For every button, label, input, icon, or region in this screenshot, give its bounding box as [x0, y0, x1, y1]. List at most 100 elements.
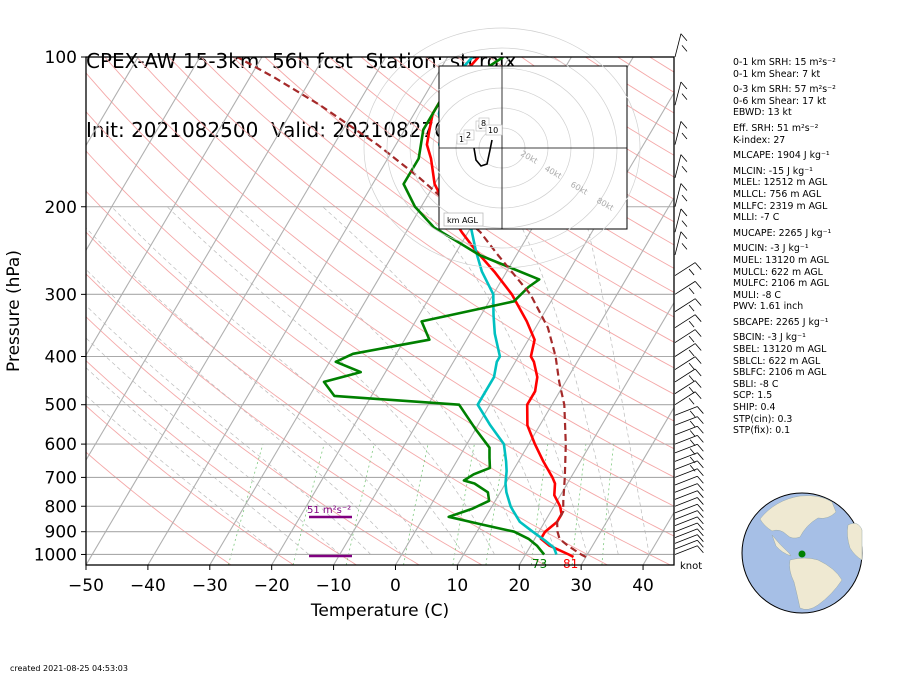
- index-line: SBCIN: -3 J kg⁻¹: [733, 332, 806, 344]
- moist-adiabat: [86, 395, 279, 555]
- wind-barb: [674, 416, 704, 428]
- wind-barb: [674, 539, 704, 550]
- wind-barb: [674, 262, 702, 276]
- wind-barb: [674, 314, 702, 328]
- index-line: SCP: 1.5: [733, 390, 773, 402]
- dry-adiabat: [328, 57, 674, 293]
- index-line: Eff. SRH: 51 m²s⁻²: [733, 122, 819, 134]
- wind-barb: [674, 452, 704, 464]
- y-tick-label: 100: [45, 48, 77, 68]
- isotherm: [86, 57, 387, 565]
- mixing-ratio-line: [228, 443, 264, 565]
- hodograph-ring: [363, 27, 641, 269]
- wind-barb: [674, 406, 704, 418]
- srh-bar-label: 51 m²s⁻²: [307, 505, 351, 516]
- index-line: MLCAPE: 1904 J kg⁻¹: [733, 150, 830, 162]
- index-line: EBWD: 13 kt: [733, 107, 792, 119]
- wind-barb: [674, 356, 702, 370]
- created-timestamp: created 2021-08-25 04:53:03: [10, 664, 128, 673]
- moist-adiabat: [111, 206, 464, 555]
- wind-barb: [674, 443, 704, 455]
- dry-adiabat: [86, 72, 674, 507]
- wind-barb: [674, 81, 688, 106]
- x-tick-label: 10: [447, 576, 469, 596]
- index-line: 0-6 km Shear: 17 kt: [733, 95, 827, 107]
- x-tick-label: −50: [68, 576, 104, 596]
- isotherm: [518, 301, 674, 565]
- index-line: 0-3 km SRH: 57 m²s⁻²: [733, 84, 836, 96]
- south-america-land: [789, 557, 843, 610]
- y-axis-label: Pressure (hPa): [4, 250, 24, 372]
- plot-frame: [85, 56, 675, 566]
- index-line: SBCAPE: 2265 J kg⁻¹: [733, 316, 829, 328]
- wind-barb: [674, 468, 704, 478]
- hodograph-height-label: 2: [463, 129, 475, 141]
- index-line: STP(cin): 0.3: [733, 413, 793, 425]
- svg-text:8: 8: [481, 119, 486, 128]
- index-line: MULCL: 622 m AGL: [733, 266, 823, 278]
- wind-barb: [674, 154, 688, 179]
- axes: −50 −40 −30 −20 −10 0 10 20 30 40 100 200 300 400 500 6…: [34, 48, 654, 596]
- x-tick-label: −40: [130, 576, 166, 596]
- index-line: SBEL: 13120 m AGL: [733, 344, 827, 356]
- surface-temperature-label: 81: [563, 557, 578, 571]
- hodograph-trace: [473, 139, 493, 167]
- x-axis-label: Temperature (C): [310, 601, 449, 621]
- wind-barb: [674, 534, 704, 544]
- y-tick-label: 900: [45, 523, 77, 543]
- isotherm: [394, 91, 674, 565]
- wind-barb: [674, 460, 704, 472]
- wind-barb: [674, 435, 704, 447]
- wind-barb: [674, 343, 702, 357]
- dry-adiabat: [86, 360, 357, 565]
- wind-barb: [674, 425, 704, 437]
- hodograph-inset: 20kt40kt60kt80kt126810 km AGL: [363, 27, 641, 269]
- dry-adiabat: [200, 57, 674, 395]
- wind-barb: [674, 522, 704, 533]
- x-tick-label: −30: [192, 576, 228, 596]
- north-america-land: [759, 495, 837, 539]
- dry-adiabat: [168, 57, 674, 422]
- dry-adiabat: [360, 57, 674, 269]
- wind-barb: [674, 490, 704, 500]
- dry-adiabat: [264, 57, 674, 343]
- index-line: SBLFC: 2106 m AGL: [733, 367, 827, 379]
- y-tick-label: 500: [45, 396, 77, 416]
- y-tick-label: 800: [45, 497, 77, 517]
- moist-adiabat: [86, 305, 371, 555]
- wind-barb: [674, 516, 704, 526]
- x-tick-label: 30: [570, 576, 592, 596]
- isotherm: [86, 57, 139, 147]
- wind-barb: [674, 281, 702, 295]
- wind-barb: [674, 231, 688, 256]
- index-line: 0-1 km Shear: 7 kt: [733, 68, 821, 80]
- moist-adiabat: [511, 206, 619, 555]
- location-globe: [741, 492, 863, 614]
- wind-barb: [674, 391, 702, 406]
- index-line: MLEL: 12512 m AGL: [733, 177, 828, 189]
- y-tick-label: 400: [45, 348, 77, 368]
- index-line: STP(fix): 0.1: [733, 425, 791, 437]
- x-tick-label: −20: [254, 576, 290, 596]
- mixing-ratio-line: [530, 444, 549, 565]
- svg-text:2: 2: [466, 131, 471, 140]
- dry-adiabat: [86, 111, 674, 537]
- wind-barb: [674, 483, 704, 493]
- y-tick-label: 1000: [34, 545, 77, 565]
- wind-barb: [674, 497, 704, 507]
- index-line: 0-1 km SRH: 15 m²s⁻²: [733, 57, 836, 68]
- index-line: MUCIN: -3 J kg⁻¹: [733, 243, 809, 255]
- indices-panel: 0-1 km SRH: 15 m²s⁻² 0-1 km Shear: 7 kt 0-…: [733, 57, 836, 437]
- index-line: MULI: -8 C: [733, 289, 781, 301]
- wind-barb: [674, 33, 688, 58]
- svg-text:10: 10: [488, 126, 498, 135]
- isotherm: [86, 57, 201, 252]
- surface-dewpoint-label: 73: [532, 557, 547, 571]
- wind-barb: [674, 368, 702, 383]
- isotherm: [86, 57, 263, 357]
- central-america-land: [771, 534, 792, 557]
- index-line: MUEL: 13120 m AGL: [733, 254, 829, 266]
- index-line: MULFC: 2106 m AGL: [733, 278, 829, 290]
- index-line: MLLFC: 2319 m AGL: [733, 200, 828, 212]
